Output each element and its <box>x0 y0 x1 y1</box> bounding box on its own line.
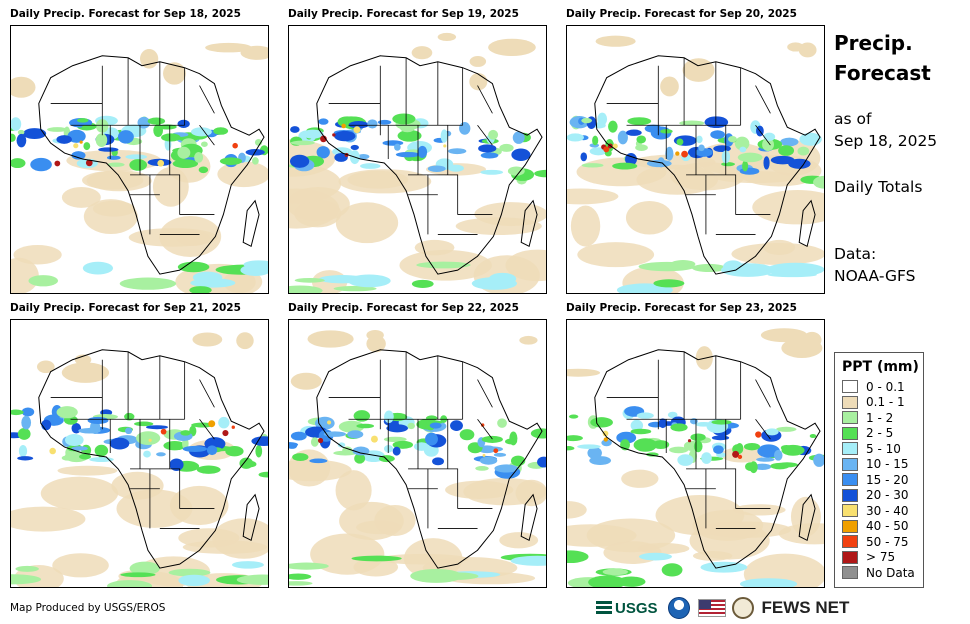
map-panel-6: Daily Precip. Forecast for Sep 23, 2025 <box>566 302 826 590</box>
totals-label: Daily Totals <box>834 178 923 196</box>
legend-label: 2 - 5 <box>866 426 894 441</box>
map-panel-2: Daily Precip. Forecast for Sep 19, 2025 <box>288 8 548 296</box>
africa-map <box>567 35 824 293</box>
legend-item: 40 - 50 <box>842 519 923 535</box>
us-flag-icon <box>697 599 726 617</box>
legend-label: 0.1 - 1 <box>866 395 905 410</box>
legend-swatch <box>842 535 858 549</box>
legend-swatch <box>842 442 858 456</box>
legend-swatch <box>842 426 858 440</box>
africa-map <box>11 332 268 587</box>
panel-title: Daily Precip. Forecast for Sep 22, 2025 <box>288 302 519 314</box>
map-panel-5: Daily Precip. Forecast for Sep 22, 2025 <box>288 302 548 590</box>
as-of-label: as of <box>834 110 872 128</box>
legend-item: 0.1 - 1 <box>842 395 923 411</box>
panel-title: Daily Precip. Forecast for Sep 18, 2025 <box>10 8 241 20</box>
legend-item: 10 - 15 <box>842 457 923 473</box>
legend-label: 0 - 0.1 <box>866 379 905 394</box>
legend-item: 5 - 10 <box>842 441 923 457</box>
noaa-logo-icon <box>667 597 690 619</box>
data-label: Data: <box>834 245 877 263</box>
legend-swatch <box>842 488 858 502</box>
legend-swatch <box>842 504 858 518</box>
legend-swatch <box>842 473 858 487</box>
precip-map <box>10 25 269 294</box>
africa-map <box>567 328 824 587</box>
legend-swatch <box>842 519 858 533</box>
legend-item: 1 - 2 <box>842 410 923 426</box>
as-of-date: Sep 18, 2025 <box>834 132 938 150</box>
legend-item: No Data <box>842 565 923 581</box>
legend-label: 50 - 75 <box>866 534 909 549</box>
precip-map <box>288 25 547 294</box>
usgs-logo: USGS <box>596 600 658 617</box>
africa-map <box>11 42 268 293</box>
precip-map <box>566 319 825 588</box>
side-title: Precip. Forecast <box>834 31 931 85</box>
panel-title: Daily Precip. Forecast for Sep 20, 2025 <box>566 8 797 20</box>
credit-text: Map Produced by USGS/EROS <box>10 602 166 614</box>
data-source: NOAA-GFS <box>834 267 916 285</box>
legend-item: 30 - 40 <box>842 503 923 519</box>
panel-title: Daily Precip. Forecast for Sep 23, 2025 <box>566 302 797 314</box>
map-panel-3: Daily Precip. Forecast for Sep 20, 2025 <box>566 8 826 296</box>
precip-map <box>288 319 547 588</box>
fews-net-logo: FEWS NET <box>761 598 850 617</box>
legend-swatch <box>842 395 858 409</box>
legend-item: > 75 <box>842 550 923 566</box>
legend-title: PPT (mm) <box>842 359 919 375</box>
africa-map <box>289 330 546 586</box>
logo-bar: USGS FEWS NET <box>596 596 849 620</box>
usgs-mark-icon <box>596 601 612 615</box>
legend-label: > 75 <box>866 550 896 565</box>
africa-map <box>289 32 546 293</box>
legend-swatch <box>842 566 858 580</box>
legend-item: 0 - 0.1 <box>842 379 923 395</box>
legend-item: 50 - 75 <box>842 534 923 550</box>
legend-label: 30 - 40 <box>866 503 909 518</box>
precip-map <box>566 25 825 294</box>
legend-label: 20 - 30 <box>866 488 909 503</box>
legend-item: 20 - 30 <box>842 488 923 504</box>
legend-label: No Data <box>866 565 915 580</box>
legend-swatch <box>842 457 858 471</box>
legend-label: 10 - 15 <box>866 457 909 472</box>
map-panel-4: Daily Precip. Forecast for Sep 21, 2025 <box>10 302 270 590</box>
legend-swatch <box>842 380 858 394</box>
state-dept-seal-icon <box>731 597 754 619</box>
legend-label: 40 - 50 <box>866 519 909 534</box>
legend-label: 15 - 20 <box>866 472 909 487</box>
legend-swatch <box>842 411 858 425</box>
precip-map <box>10 319 269 588</box>
panel-title: Daily Precip. Forecast for Sep 21, 2025 <box>10 302 241 314</box>
map-panel-1: Daily Precip. Forecast for Sep 18, 2025 <box>10 8 270 296</box>
legend-item: 15 - 20 <box>842 472 923 488</box>
panel-title: Daily Precip. Forecast for Sep 19, 2025 <box>288 8 519 20</box>
legend-item: 2 - 5 <box>842 426 923 442</box>
legend-label: 5 - 10 <box>866 441 901 456</box>
legend-swatch <box>842 550 858 564</box>
legend-label: 1 - 2 <box>866 410 894 425</box>
